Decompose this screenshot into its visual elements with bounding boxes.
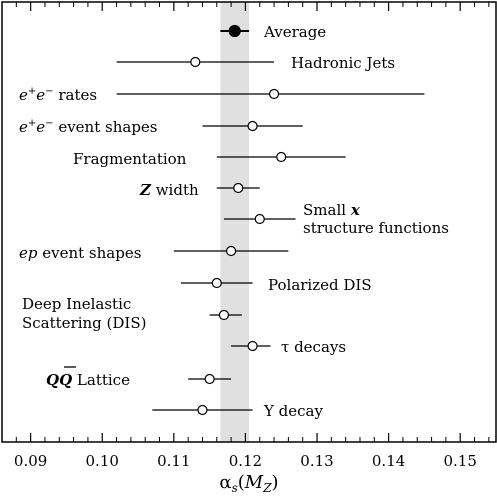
data-point (211, 277, 222, 289)
label-small-x: Small x (303, 201, 361, 219)
label-ee-rates: e+e− rates (19, 86, 97, 104)
label-average: Average (263, 23, 326, 41)
x-tick-label: 0.11 (157, 452, 190, 470)
label-ep-event-shapes: ep event shapes (19, 244, 141, 262)
data-point (204, 373, 215, 385)
x-tick-label: 0.12 (229, 452, 262, 470)
x-tick-label: 0.09 (14, 452, 47, 470)
data-point (228, 24, 241, 38)
label-z-width: Z width (139, 181, 199, 199)
data-point (197, 404, 208, 416)
x-tick-label: 0.10 (86, 452, 119, 470)
label-polarized-dis: Polarized DIS (268, 276, 372, 294)
data-point (247, 340, 258, 352)
data-point (276, 151, 287, 163)
data-point (233, 182, 244, 194)
label-tau-decays: τ decays (281, 338, 346, 356)
x-axis-ticks (15, 2, 490, 442)
label-ee-event-shapes: e+e− event shapes (19, 118, 158, 136)
data-point (218, 309, 230, 321)
label-fragmentation: Fragmentation (73, 150, 187, 168)
label-structure-functions: structure functions (303, 219, 449, 237)
label-scattering-dis: Scattering (DIS) (22, 314, 146, 332)
x-tick-label: 0.13 (300, 452, 333, 470)
x-axis-tick-labels: 0.09 0.10 0.11 0.12 0.13 0.14 0.15 (14, 452, 477, 470)
average-band (220, 2, 249, 442)
x-tick-label: 0.14 (372, 452, 405, 470)
label-qq-lattice: QQ Lattice (46, 371, 130, 389)
data-point (190, 56, 201, 68)
data-point (268, 88, 280, 100)
plot-frame (1, 1, 497, 443)
x-axis-title: αs(MZ) (219, 472, 278, 495)
data-point (226, 245, 237, 257)
category-labels: Average Hadronic Jets e+e− rates e+e− ev… (19, 23, 449, 420)
x-tick-label: 0.15 (443, 452, 476, 470)
data-point (254, 213, 265, 225)
label-upsilon-decay: Υ decay (263, 402, 323, 420)
label-deep-inelastic: Deep Inelastic (22, 295, 131, 313)
error-bar-marks (116, 24, 425, 416)
label-hadronic-jets: Hadronic Jets (291, 54, 395, 72)
data-point (247, 120, 258, 132)
